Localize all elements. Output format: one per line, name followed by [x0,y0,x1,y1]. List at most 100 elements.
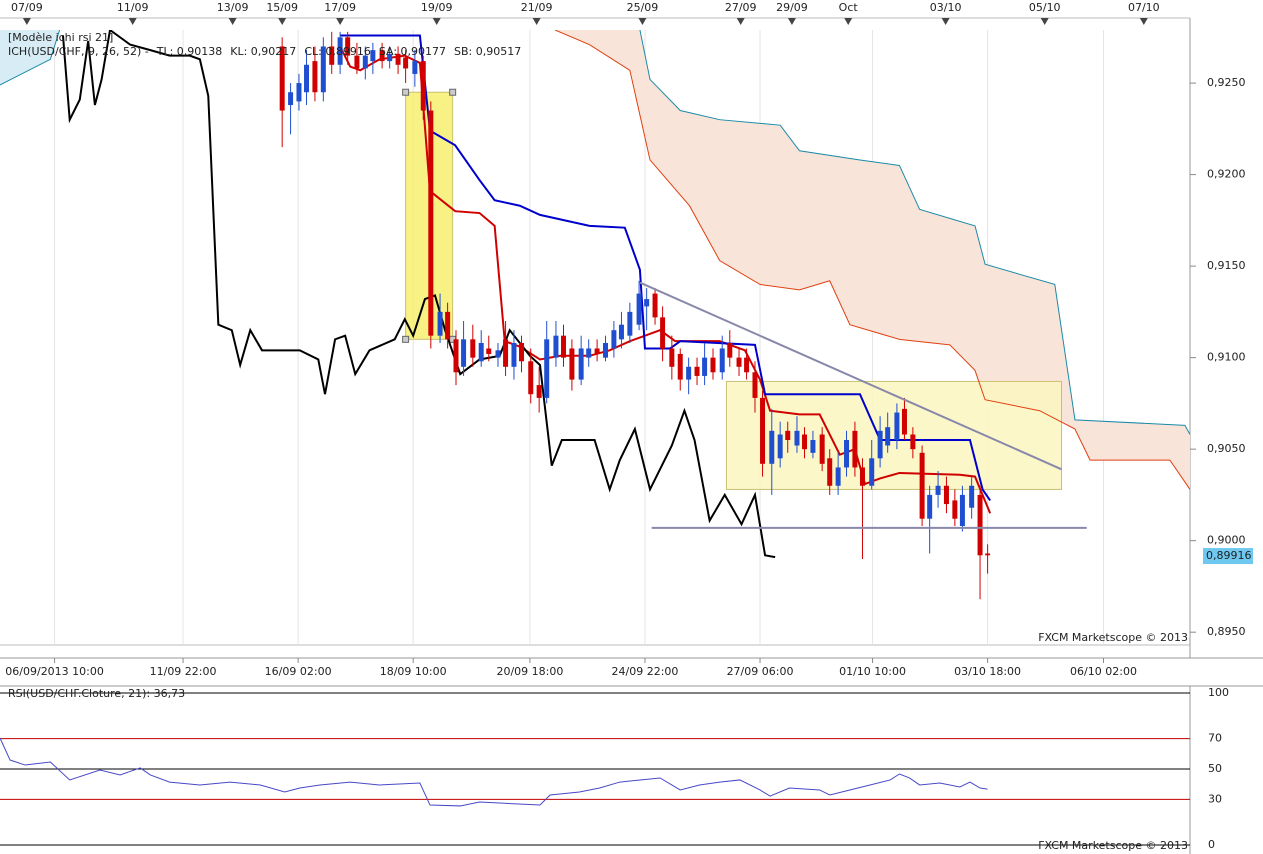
candle-body [312,61,318,93]
candle-body [329,46,335,65]
candle-body [827,458,833,486]
candle-body [578,348,584,380]
x-tick-label: 11/09 22:00 [150,665,217,678]
candle-body [652,293,658,318]
candle-body [387,53,393,62]
top-date-label: 11/09 [117,1,149,14]
top-date-marker [941,18,950,25]
candle-body [345,37,351,56]
top-date-marker [278,18,287,25]
top-date-marker [432,18,441,25]
highlight-box [725,380,1063,490]
candle-body [362,55,368,69]
watermark: FXCM Marketscope © 2013 [1038,631,1188,644]
y-tick-label: 0,9050 [1207,442,1246,455]
candle-body [694,366,700,376]
candle-body [553,335,559,358]
candle-body [777,434,783,459]
top-date-marker [844,18,853,25]
candle-body [977,494,983,556]
top-date-marker [638,18,647,25]
candle-body [736,357,742,367]
candle-body [627,311,633,336]
trendline [639,281,1062,471]
rsi-pane [0,692,1190,846]
candle-body [420,61,426,111]
candle-body [403,57,409,69]
candle-body [412,61,418,74]
candle-body [519,342,525,362]
candle-body [569,348,575,380]
candle-body [744,357,750,373]
candle-body [395,53,401,65]
candle-body [296,83,302,102]
candle-body [710,357,716,373]
indicator-line [554,30,1190,490]
candle-body [935,485,941,495]
candle-body [660,317,666,349]
x-tick-label: 16/09 02:00 [265,665,332,678]
candle-body [802,434,808,450]
x-tick-label: 06/10 02:00 [1070,665,1137,678]
top-date-marker [1040,18,1049,25]
candle-body [586,348,592,358]
candle-body [618,324,624,340]
candle-body [894,412,900,440]
candle-body [561,335,567,358]
y-tick-label: 0,8950 [1207,625,1246,638]
watermark: FXCM Marketscope © 2013 [1038,839,1188,852]
top-date-marker [736,18,745,25]
candle-body [752,372,758,398]
candle-body [354,55,360,69]
candle-body [760,397,766,464]
rsi-title: RSI(USD/CHF.Cloture, 21): 36,73 [8,687,185,700]
candle-body [320,46,326,93]
x-tick-label: 27/09 06:00 [727,665,794,678]
y-tick-label: 0,9000 [1207,534,1246,547]
y-tick-label: 100 [1208,686,1229,699]
candle-body [594,348,600,354]
top-date-marker [128,18,137,25]
top-date-marker [1139,18,1148,25]
candle-body [844,440,850,468]
candle-body [877,430,883,459]
indicator-line [61,30,776,559]
top-date-label: 15/09 [266,1,298,14]
legend-entry: TL: 0,90138 [156,45,223,58]
candle-body [769,430,775,464]
candle-body [969,485,975,508]
candle-body [279,46,285,111]
last-price-label: 0,89916 [1206,549,1252,562]
x-tick-label: 03/10 18:00 [954,665,1021,678]
candle-body [959,494,965,527]
candle-body [669,348,675,367]
candle-body [611,330,617,349]
top-date-marker [532,18,541,25]
candle-body [943,485,949,505]
candle-body [985,553,991,556]
top-date-label: 19/09 [421,1,453,14]
candle-body [702,357,708,376]
axes: 06/09/2013 10:00 11/09 22:00 16/09 02:00 18… [5,1,1253,852]
top-date-label: 27/09 [725,1,757,14]
candle-body [495,350,501,358]
x-tick-label: 01/10 10:00 [839,665,906,678]
candle-body [536,385,542,398]
top-date-marker [787,18,796,25]
legend-entry: ICH(USD/CHF, 9, 26, 52) - [8,45,149,58]
top-date-label: 29/09 [776,1,808,14]
candle-body [677,353,683,380]
candle-body [810,440,816,453]
y-tick-label: 50 [1208,762,1222,775]
top-date-label: 21/09 [521,1,553,14]
candle-body [288,92,294,106]
candle-body [528,361,534,395]
legend-entry: CL: 0,89916 [304,45,371,58]
top-date-label: 07/10 [1128,1,1160,14]
candle-body [478,342,484,362]
candle-body [952,500,958,519]
box-handle [449,88,457,96]
candle-body [437,311,443,336]
candle-body [794,430,800,446]
